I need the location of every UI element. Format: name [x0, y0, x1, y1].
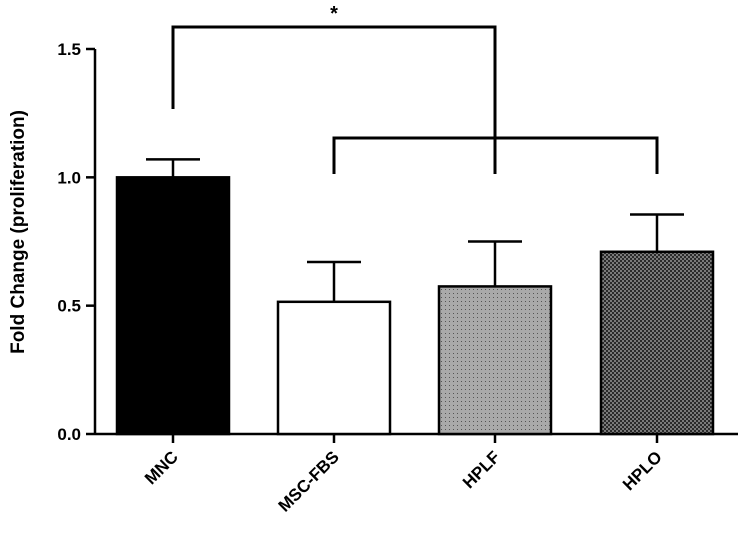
x-tick-label: HPLF	[459, 447, 504, 492]
y-axis: 0.0 0.5 1.0 1.5	[57, 40, 97, 444]
comparison-bracket-lower	[332, 136, 659, 174]
significance-bracket: *	[171, 3, 659, 174]
y-tick-label: 1.0	[57, 168, 81, 187]
x-tick-label: MNC	[141, 447, 182, 488]
x-axis: MNC MSC-FBS HPLF HPLO	[95, 432, 738, 516]
significance-asterisk: *	[330, 3, 338, 25]
y-tick-label: 0.5	[57, 297, 81, 316]
bar	[599, 250, 715, 436]
y-axis-title: Fold Change (proliferation)	[8, 110, 29, 354]
y-tick-label: 1.5	[57, 40, 81, 59]
bars	[115, 176, 715, 436]
bar	[437, 285, 553, 436]
bar	[276, 300, 392, 436]
x-tick-label: MSC-FBS	[275, 447, 343, 515]
error-bars	[146, 158, 684, 302]
x-tick-label: HPLO	[619, 447, 666, 494]
comparison-bracket-upper	[171, 25, 497, 138]
bar	[115, 176, 231, 436]
y-tick-label: 0.0	[57, 425, 81, 444]
